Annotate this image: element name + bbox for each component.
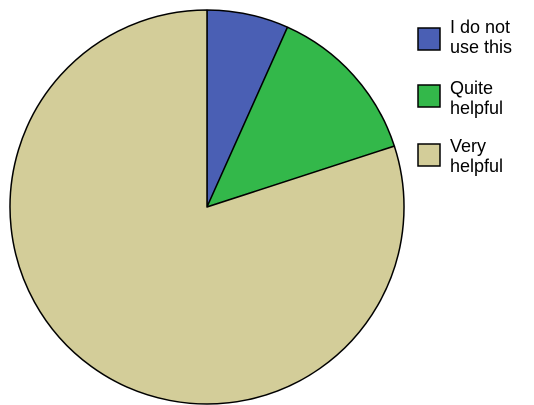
pie-slices — [9, 9, 405, 405]
legend-swatch-i-do-not-use-this — [417, 27, 441, 51]
legend-entry-i-do-not-use-this: I do not use this — [417, 17, 512, 57]
legend: I do not use this Quite helpful Very hel… — [417, 17, 512, 176]
legend-label-line: Very — [450, 136, 486, 156]
legend-swatch-quite-helpful — [417, 84, 441, 108]
legend-label-line: I do not — [450, 17, 510, 37]
legend-label-line: helpful — [450, 156, 503, 176]
legend-label-line: use this — [450, 37, 512, 57]
legend-entry-very-helpful: Very helpful — [417, 136, 503, 176]
pie-slice-quite-helpful — [206, 26, 396, 208]
pie-slice-very-helpful — [9, 9, 405, 405]
legend-label-line: helpful — [450, 98, 503, 118]
legend-label-line: Quite — [450, 78, 493, 98]
legend-swatch-very-helpful — [417, 143, 441, 167]
legend-entry-quite-helpful: Quite helpful — [417, 78, 503, 118]
